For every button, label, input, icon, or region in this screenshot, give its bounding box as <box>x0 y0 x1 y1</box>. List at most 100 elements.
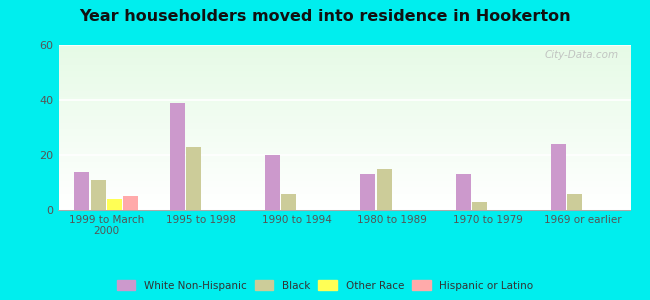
Bar <box>58 71 630 72</box>
Bar <box>58 92 630 93</box>
Bar <box>58 168 630 169</box>
Bar <box>58 204 630 205</box>
Bar <box>58 142 630 143</box>
Bar <box>58 159 630 160</box>
Bar <box>58 209 630 210</box>
Bar <box>58 145 630 146</box>
Bar <box>58 114 630 115</box>
Bar <box>551 144 566 210</box>
Bar <box>58 139 630 140</box>
Bar <box>58 196 630 197</box>
Bar <box>58 173 630 174</box>
Bar <box>58 161 630 162</box>
Bar <box>58 158 630 159</box>
Bar <box>58 76 630 77</box>
Text: City-Data.com: City-Data.com <box>545 50 619 60</box>
Bar <box>58 80 630 81</box>
Bar <box>58 175 630 176</box>
Bar <box>281 194 296 210</box>
Bar <box>74 172 89 210</box>
Bar <box>58 164 630 165</box>
Bar <box>58 133 630 134</box>
Bar <box>58 167 630 168</box>
Bar <box>58 62 630 63</box>
Bar <box>58 54 630 55</box>
Bar <box>58 104 630 105</box>
Bar <box>58 197 630 198</box>
Bar <box>58 105 630 106</box>
Bar <box>58 79 630 80</box>
Bar <box>58 176 630 177</box>
Bar <box>58 70 630 71</box>
Bar <box>58 52 630 53</box>
Bar <box>58 98 630 99</box>
Bar <box>58 78 630 79</box>
Bar <box>58 132 630 133</box>
Bar <box>58 172 630 173</box>
Bar <box>58 165 630 166</box>
Bar <box>58 206 630 207</box>
Bar <box>58 169 630 170</box>
Bar <box>58 61 630 62</box>
Bar <box>58 74 630 75</box>
Bar <box>58 107 630 108</box>
Bar <box>58 195 630 196</box>
Bar <box>58 202 630 203</box>
Bar <box>58 136 630 137</box>
Bar <box>58 179 630 180</box>
Bar <box>58 87 630 88</box>
Bar <box>58 153 630 154</box>
Bar <box>58 97 630 98</box>
Bar <box>58 134 630 135</box>
Bar <box>58 115 630 116</box>
Bar <box>58 61 630 62</box>
Bar <box>58 116 630 117</box>
Bar <box>58 118 630 119</box>
Bar <box>58 187 630 188</box>
Bar <box>58 64 630 65</box>
Bar <box>58 190 630 191</box>
Bar <box>376 169 391 210</box>
Bar <box>58 148 630 149</box>
Bar <box>58 208 630 209</box>
Bar <box>58 58 630 59</box>
Bar <box>58 130 630 131</box>
Bar <box>58 82 630 83</box>
Bar <box>58 85 630 86</box>
Bar <box>58 84 630 85</box>
Bar <box>58 178 630 179</box>
Bar <box>58 96 630 97</box>
Bar <box>58 171 630 172</box>
Bar <box>58 94 630 95</box>
Bar <box>58 83 630 84</box>
Bar <box>58 141 630 142</box>
Bar <box>58 81 630 82</box>
Bar <box>58 59 630 60</box>
Bar <box>58 93 630 94</box>
Bar <box>58 200 630 201</box>
Bar <box>58 56 630 57</box>
Bar <box>58 47 630 48</box>
Bar <box>58 113 630 114</box>
Bar <box>58 162 630 163</box>
Bar <box>58 174 630 175</box>
Bar <box>58 198 630 199</box>
Bar <box>472 202 487 210</box>
Bar <box>58 120 630 121</box>
Bar <box>58 155 630 156</box>
Bar <box>58 151 630 152</box>
Bar <box>58 143 630 144</box>
Bar <box>265 155 280 210</box>
Bar <box>58 86 630 87</box>
Bar <box>58 69 630 70</box>
Bar <box>58 138 630 139</box>
Bar <box>58 126 630 127</box>
Bar <box>58 125 630 126</box>
Bar <box>58 77 630 78</box>
Bar <box>58 191 630 192</box>
Bar <box>58 117 630 118</box>
Bar <box>58 147 630 148</box>
Bar <box>58 123 630 124</box>
Bar <box>58 89 630 90</box>
Bar <box>58 193 630 194</box>
